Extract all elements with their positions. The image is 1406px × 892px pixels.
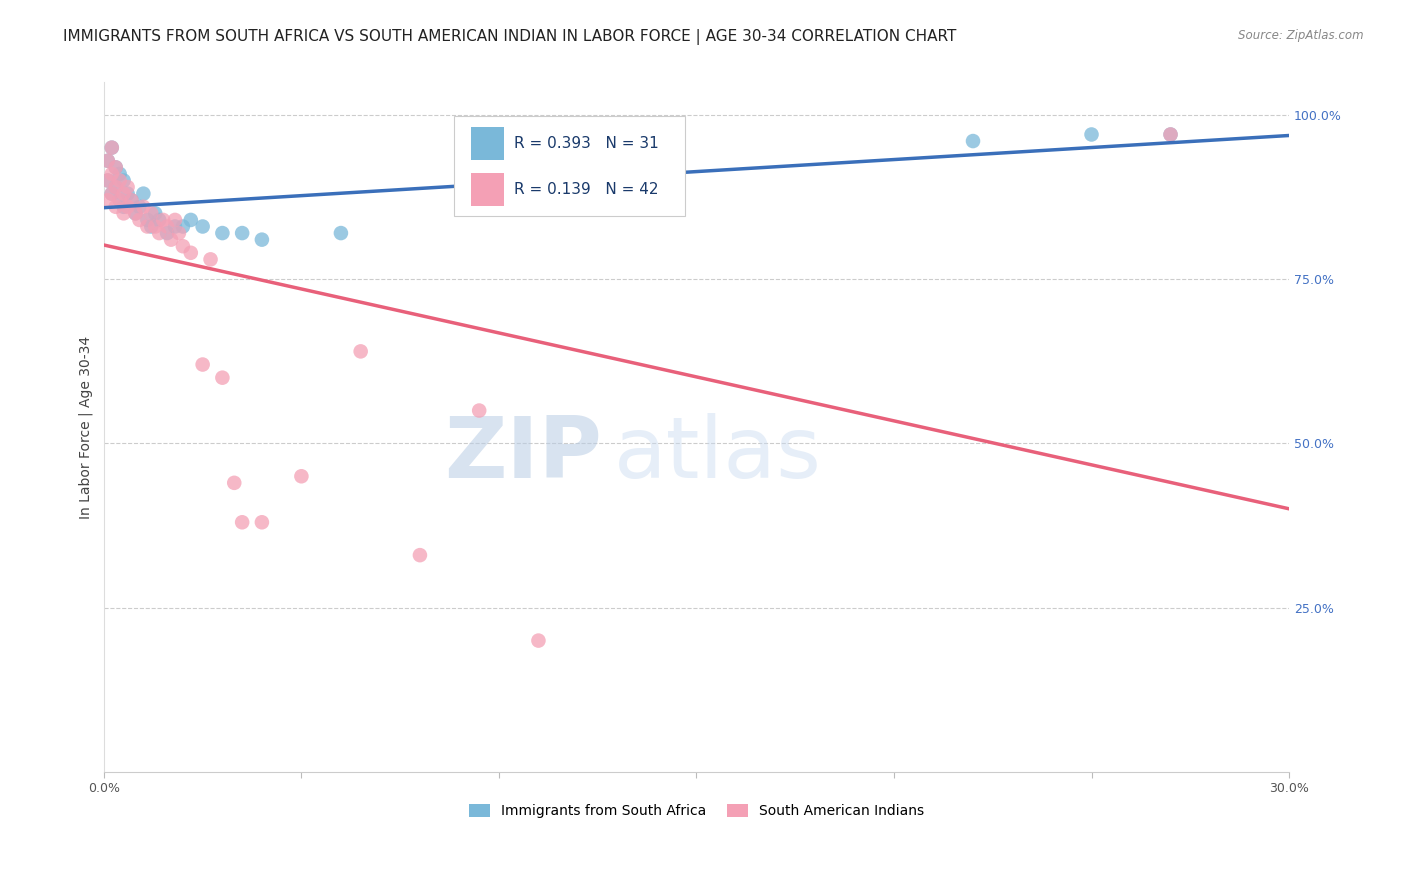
Text: ZIP: ZIP (444, 413, 602, 496)
Point (104, 180, 127, 194)
Point (112, 200, 135, 214)
Point (1160, 128, 1182, 142)
Point (124, 206, 146, 220)
Point (108, 173, 131, 187)
Point (148, 226, 170, 240)
Point (409, 548, 432, 562)
Text: R = 0.393   N = 31: R = 0.393 N = 31 (515, 136, 658, 151)
Point (128, 213, 150, 227)
Point (121, 193, 143, 207)
Point (112, 206, 135, 220)
Text: IMMIGRANTS FROM SOUTH AFRICA VS SOUTH AMERICAN INDIAN IN LABOR FORCE | AGE 30-34: IMMIGRANTS FROM SOUTH AFRICA VS SOUTH AM… (63, 29, 956, 45)
Point (104, 180, 127, 194)
Point (148, 213, 170, 227)
Point (167, 226, 190, 240)
Point (156, 226, 179, 240)
Point (180, 245, 202, 260)
Point (132, 186, 155, 201)
Point (132, 200, 155, 214)
Point (97, 173, 120, 187)
Point (172, 239, 194, 253)
FancyBboxPatch shape (471, 127, 505, 160)
Point (117, 200, 139, 214)
Point (180, 213, 202, 227)
Point (211, 370, 233, 384)
Point (211, 226, 233, 240)
Point (1080, 128, 1102, 142)
Point (121, 193, 143, 207)
Point (200, 252, 222, 267)
FancyBboxPatch shape (454, 117, 685, 217)
Point (527, 633, 550, 648)
Point (117, 186, 139, 201)
Text: R = 0.139   N = 42: R = 0.139 N = 42 (515, 182, 658, 197)
Point (108, 193, 131, 207)
Point (350, 344, 373, 359)
Text: Source: ZipAtlas.com: Source: ZipAtlas.com (1239, 29, 1364, 42)
Point (191, 219, 214, 234)
Point (1160, 128, 1182, 142)
Point (97, 153, 120, 168)
FancyBboxPatch shape (471, 173, 505, 206)
Point (143, 219, 166, 234)
Y-axis label: In Labor Force | Age 30-34: In Labor Force | Age 30-34 (79, 335, 93, 518)
Point (136, 219, 159, 234)
Point (163, 219, 186, 234)
Point (156, 219, 179, 234)
Point (108, 193, 131, 207)
Point (191, 358, 214, 372)
Point (143, 206, 166, 220)
Point (101, 186, 124, 201)
Point (128, 200, 150, 214)
Point (101, 141, 124, 155)
Point (136, 213, 159, 227)
Point (112, 186, 135, 201)
Point (231, 226, 253, 240)
Point (101, 167, 124, 181)
Point (108, 167, 131, 181)
Point (104, 200, 127, 214)
Point (124, 206, 146, 220)
Point (329, 226, 352, 240)
Point (152, 213, 174, 227)
Point (97, 193, 120, 207)
Point (250, 516, 273, 530)
Point (290, 469, 312, 483)
Point (250, 233, 273, 247)
Point (104, 161, 127, 175)
Text: atlas: atlas (613, 413, 821, 496)
Point (160, 233, 183, 247)
Point (468, 403, 491, 417)
Point (101, 186, 124, 201)
Point (112, 173, 135, 187)
Point (101, 141, 124, 155)
Point (97, 153, 120, 168)
Point (231, 516, 253, 530)
Legend: Immigrants from South Africa, South American Indians: Immigrants from South Africa, South Amer… (464, 798, 929, 823)
Point (104, 161, 127, 175)
Point (224, 475, 246, 490)
Point (117, 180, 139, 194)
Point (163, 213, 186, 227)
Point (97, 173, 120, 187)
Point (962, 134, 984, 148)
Point (141, 219, 163, 234)
Point (141, 206, 163, 220)
Point (172, 219, 194, 234)
